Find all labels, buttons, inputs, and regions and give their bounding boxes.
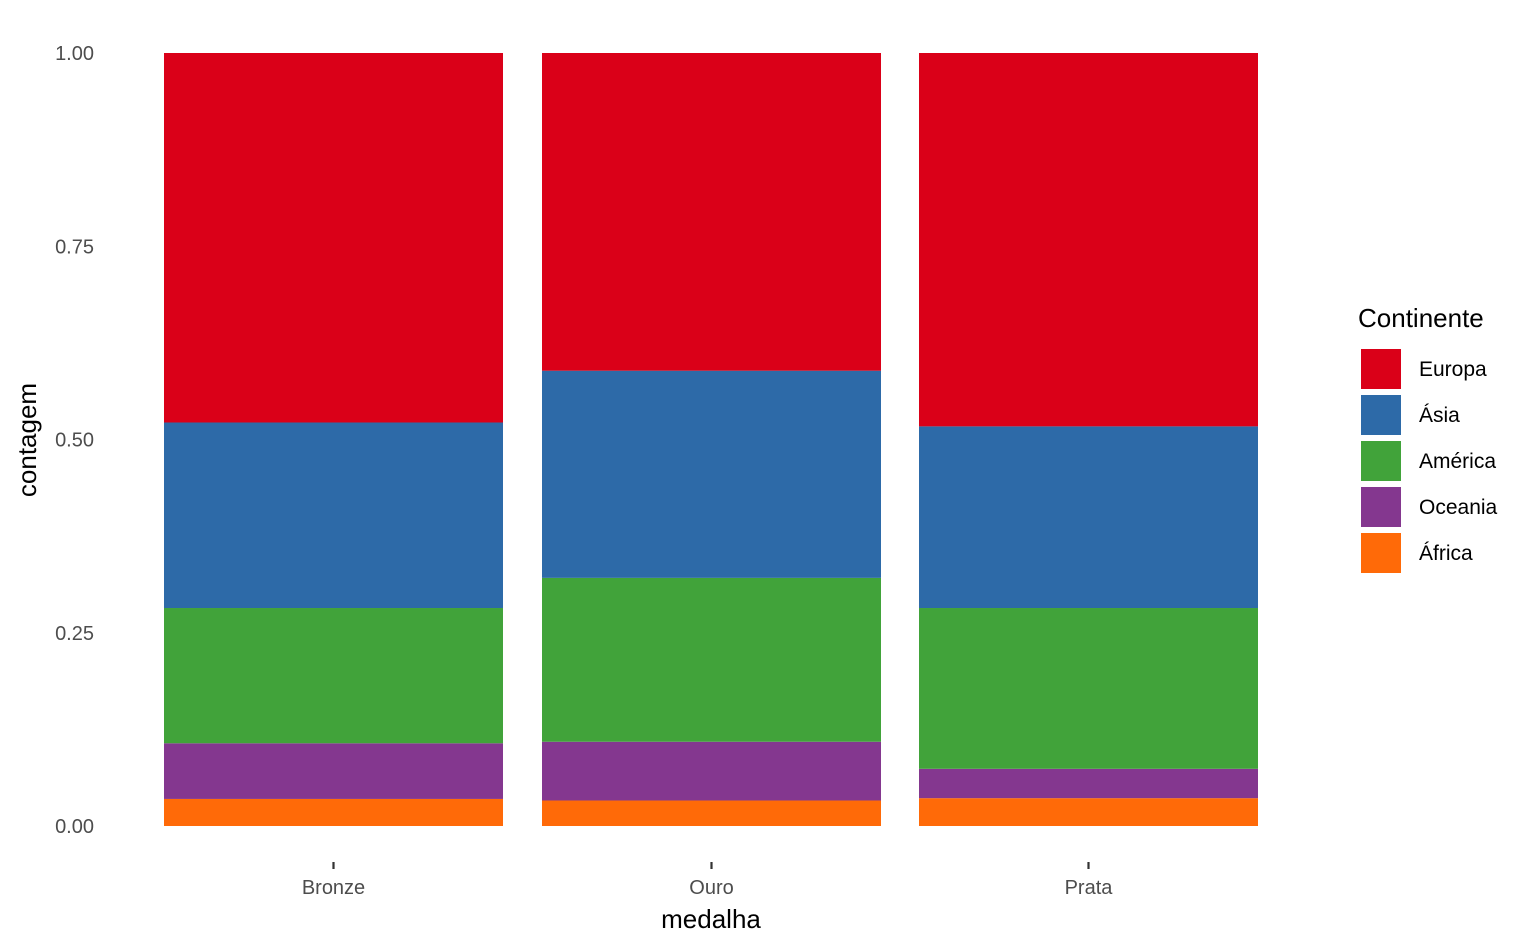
legend-key: [1361, 349, 1401, 389]
bar-group-prata: [919, 53, 1258, 826]
bar-segment: [919, 53, 1258, 427]
bar-group-bronze: [164, 53, 503, 826]
bar-segment: [919, 798, 1258, 826]
bar-segment: [542, 577, 881, 742]
legend-item: Oceania: [1361, 487, 1498, 527]
y-tick-label: 1.00: [55, 43, 94, 65]
bar-segment: [919, 768, 1258, 799]
legend-key: [1361, 533, 1401, 573]
legend-item: Ásia: [1361, 395, 1460, 435]
legend-label: América: [1419, 450, 1496, 473]
legend-title: Continente: [1358, 303, 1484, 333]
legend-items: Europa Ásia América Oceania África: [1361, 349, 1498, 573]
legend-item: África: [1361, 533, 1473, 573]
bar-segment: [542, 800, 881, 826]
bar-segment: [542, 370, 881, 578]
y-tick-label: 0.75: [55, 236, 94, 258]
bar-segment: [164, 422, 503, 609]
bar-segment: [164, 53, 503, 423]
bar-segment: [542, 741, 881, 801]
bar-segment: [919, 608, 1258, 769]
legend-label: Ásia: [1419, 404, 1460, 427]
bar-segment: [164, 608, 503, 744]
bar-group-ouro: [542, 53, 881, 826]
bar-segment: [164, 743, 503, 799]
legend-label: Oceania: [1419, 496, 1498, 519]
y-axis-title: contagem: [12, 383, 42, 497]
bar-segment: [919, 426, 1258, 609]
bar-segment: [164, 798, 503, 826]
y-axis: 0.00 0.25 0.50 0.75 1.00: [55, 43, 94, 838]
x-tick-label: Prata: [1065, 877, 1114, 899]
legend-item: Europa: [1361, 349, 1487, 389]
legend-item: América: [1361, 441, 1496, 481]
x-tick-label: Bronze: [302, 877, 365, 899]
legend-key: [1361, 441, 1401, 481]
legend-label: África: [1419, 542, 1473, 565]
y-tick-label: 0.00: [55, 816, 94, 838]
legend-label: Europa: [1419, 358, 1487, 381]
bar-segment: [542, 53, 881, 371]
x-axis-title: medalha: [661, 904, 761, 934]
legend: Continente Europa Ásia América Oceania Áfric…: [1358, 303, 1498, 573]
legend-key: [1361, 395, 1401, 435]
x-axis: Bronze Ouro Prata: [302, 862, 1113, 899]
legend-key: [1361, 487, 1401, 527]
bars-layer: [164, 53, 1258, 826]
y-tick-label: 0.50: [55, 430, 94, 452]
x-tick-label: Ouro: [689, 877, 733, 899]
y-tick-label: 0.25: [55, 623, 94, 645]
